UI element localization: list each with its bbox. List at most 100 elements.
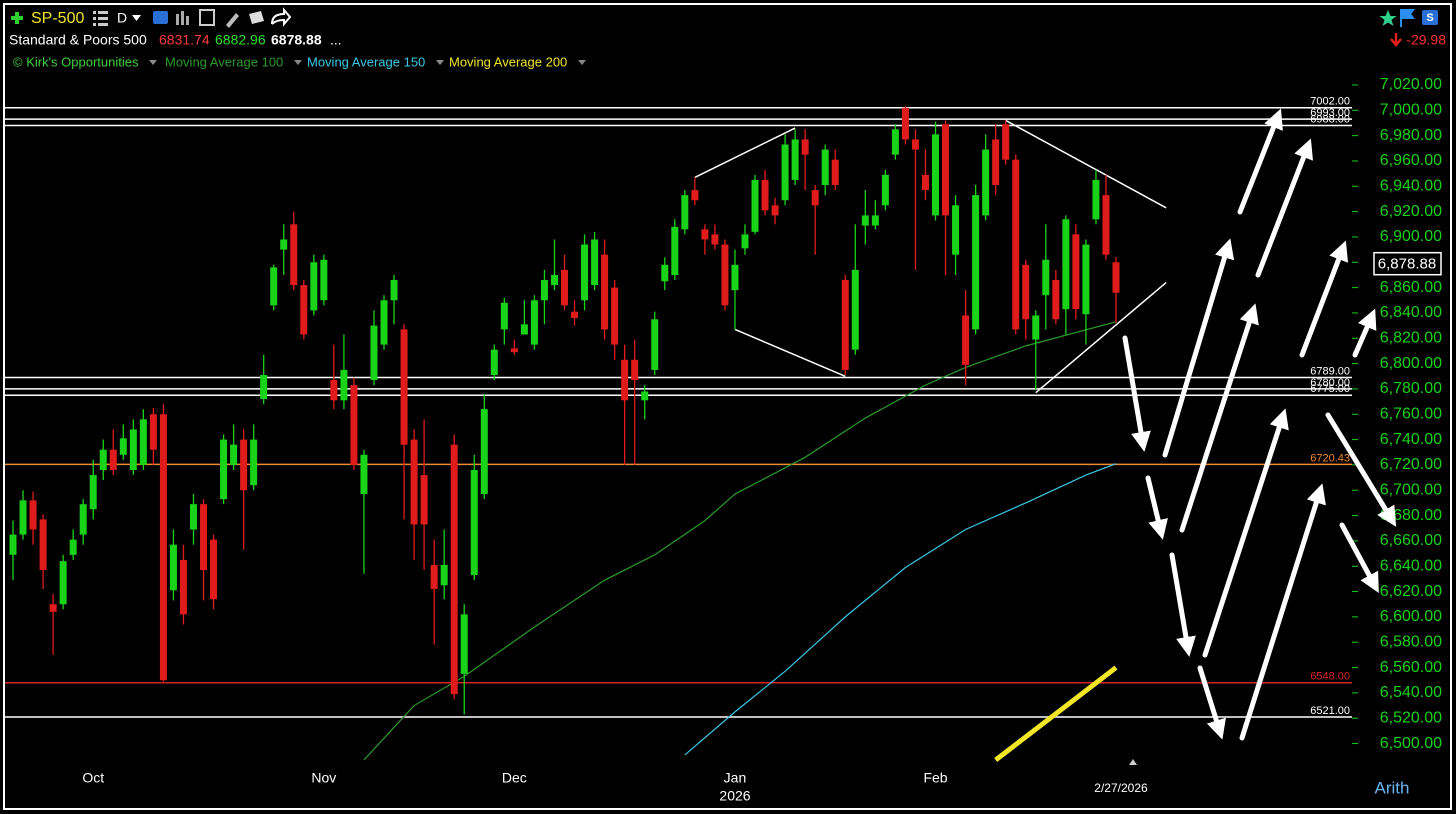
star-icon[interactable] [1379,10,1397,26]
candle-body [310,262,318,311]
symbol[interactable]: SP-500 [31,10,84,27]
candle-body [611,287,619,345]
candle-body [149,414,157,450]
candle-body [440,564,448,586]
candle-body [1042,259,1050,296]
candle-body [89,475,97,510]
y-tick-label: 6,500.00 [1380,735,1442,752]
date-marker [1129,759,1137,765]
candle-body [1012,159,1020,330]
dropdown[interactable] [294,60,302,65]
interval[interactable]: D [117,10,127,26]
legend-entry[interactable]: Moving Average 150 [307,54,425,69]
share-icon[interactable] [271,7,292,27]
candle-body [179,559,187,615]
y-tick-label: 6,860.00 [1380,279,1442,296]
candle-body [340,369,348,401]
candle-body [260,374,268,400]
dropdown[interactable] [578,60,586,65]
trendline [734,328,846,377]
candle-body [1092,179,1100,220]
candle-body [671,226,679,275]
list-icon[interactable] [93,11,108,26]
scale-mode[interactable]: Arith [1375,778,1410,797]
candle-body [1072,234,1080,310]
candle-body [881,174,889,206]
candle-body [801,139,809,155]
draw-icon[interactable] [226,13,239,28]
candle-body [410,439,418,525]
arrow [1239,483,1326,741]
candle-body [550,274,558,286]
candle-body [731,264,739,291]
candle-body [1022,264,1030,320]
more[interactable]: ... [330,32,342,48]
candle-body [390,280,398,301]
instrument-name: Standard & Poors 500 [9,32,147,48]
change: -29.98 [1406,32,1446,48]
level-label: 6521.00 [1310,705,1350,717]
arrow [1122,335,1151,452]
candle-body [992,139,1000,186]
s-icon-letter: S [1426,12,1433,24]
quote-high: 6882.96 [215,32,266,48]
candle-body [220,439,228,500]
candle-body [911,139,919,150]
dropdown[interactable] [436,60,444,65]
candle-body [360,454,368,495]
candle-body [761,179,769,211]
y-tick-label: 6,760.00 [1380,405,1442,422]
x-tick-label: Dec [502,770,527,786]
legend-entry[interactable]: Moving Average 200 [449,54,567,69]
candle-body [29,500,37,530]
arrow [1325,412,1397,527]
candle-body [430,564,438,590]
candle-body [99,449,107,470]
y-tick-label: 6,620.00 [1380,583,1442,600]
moving-average [994,665,1118,762]
candle-body [79,504,87,535]
candle-body [851,269,859,350]
add-icon[interactable] [11,12,23,24]
bar-icon[interactable] [176,11,189,25]
y-tick-label: 6,640.00 [1380,557,1442,574]
quote-low: 6831.74 [159,32,210,48]
y-tick-label: 7,020.00 [1380,76,1442,93]
candle-body [701,229,709,240]
s-icon[interactable] [1422,10,1438,25]
candle-body [771,205,779,216]
dropdown[interactable] [149,60,157,65]
y-tick-label: 6,700.00 [1380,481,1442,498]
candle-body [621,359,629,401]
level-label: 6789.00 [1310,365,1350,377]
arrow [1169,552,1196,657]
candle-body [952,205,960,255]
y-tick-label: 6,660.00 [1380,532,1442,549]
candle-body [290,224,298,286]
calc-icon[interactable] [199,9,215,26]
frame [3,3,1452,810]
candle-body [530,300,538,345]
text-tool[interactable] [153,11,168,24]
y-tick-label: 6,980.00 [1380,127,1442,144]
candle-body [982,149,990,216]
y-tick-label: 6,720.00 [1380,456,1442,473]
flag-icon[interactable] [1400,9,1415,27]
candle-body [240,439,248,491]
y-tick-label: 6,560.00 [1380,659,1442,676]
quote-last: 6878.88 [271,32,322,48]
copy-icon[interactable] [249,11,264,24]
candle-body [741,234,749,249]
candle-body [1062,219,1070,310]
candle-body [400,329,408,445]
dropdown[interactable] [132,15,141,21]
candle-body [1032,315,1040,340]
study-name[interactable]: © Kirk's Opportunities [13,54,139,69]
moving-average [363,321,1117,761]
candle-body [821,149,829,186]
legend-entry[interactable]: Moving Average 100 [165,54,283,69]
year-label: 2026 [719,788,750,804]
arrow [1197,665,1226,740]
